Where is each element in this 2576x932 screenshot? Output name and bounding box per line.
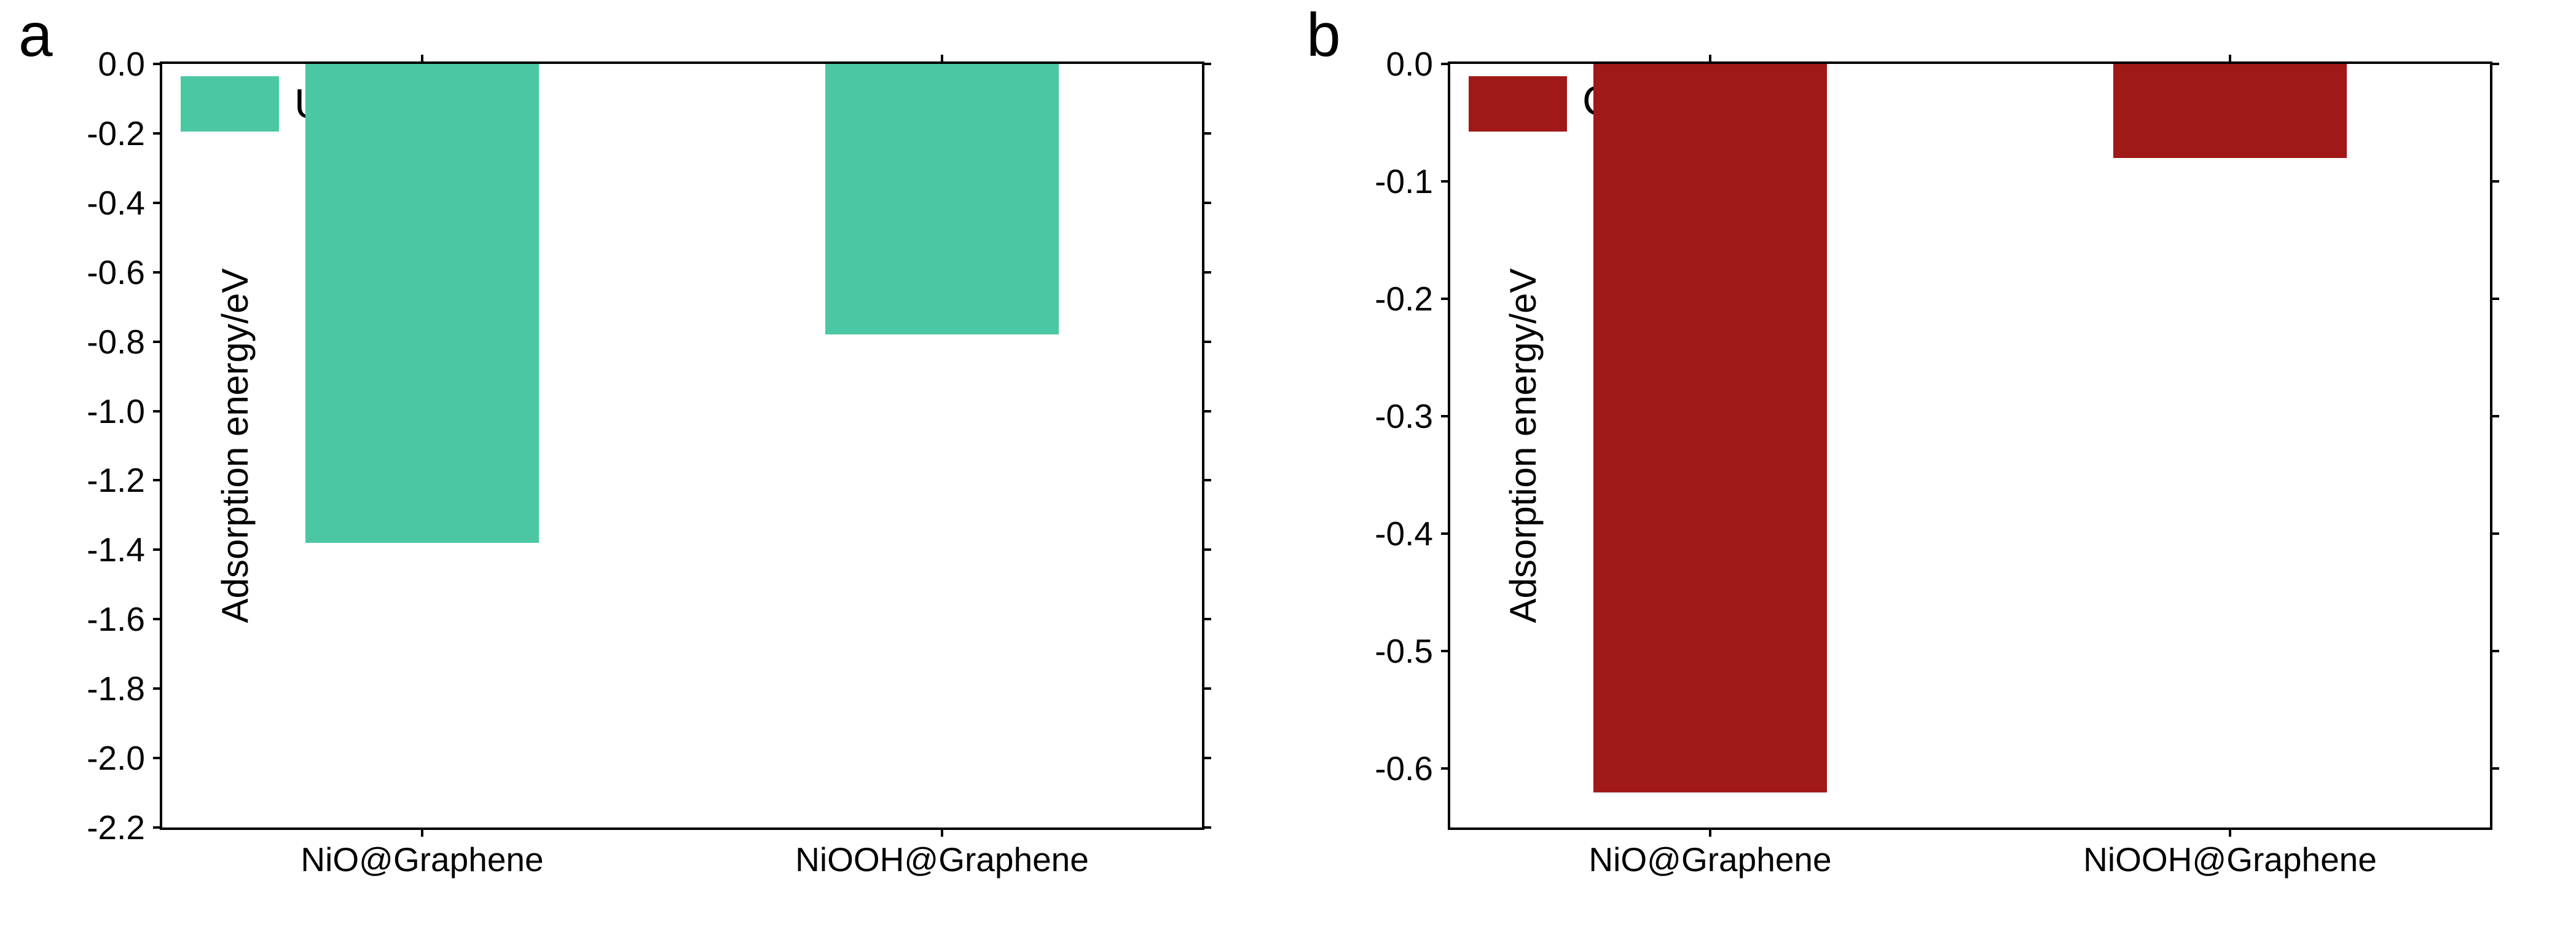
panel-b: b Adsorption energy/eV CO2 0.0-0.1-0.2-0… [1288, 0, 2576, 932]
x-tick [2229, 55, 2231, 64]
y-tick [1202, 202, 1211, 204]
y-tick [1441, 180, 1450, 183]
y-tick [1202, 479, 1211, 481]
y-tick [153, 548, 162, 551]
y-tick [153, 618, 162, 620]
x-tick-label: NiO@Graphene [300, 840, 543, 879]
y-tick [153, 341, 162, 343]
x-tick [941, 827, 943, 837]
y-tick [1441, 415, 1450, 417]
y-tick [1441, 298, 1450, 300]
x-tick-label: NiO@Graphene [1588, 840, 1831, 879]
y-tick [2490, 180, 2499, 183]
bar [305, 64, 540, 543]
y-tick [1202, 341, 1211, 343]
y-tick [153, 63, 162, 65]
y-tick-label: -0.6 [87, 253, 145, 292]
y-tick [1202, 757, 1211, 759]
y-tick [153, 410, 162, 413]
y-tick [1441, 63, 1450, 65]
y-tick [2490, 650, 2499, 652]
y-tick [153, 271, 162, 274]
y-tick-label: 0.0 [98, 44, 145, 84]
plot-area-b: Adsorption energy/eV CO2 0.0-0.1-0.2-0.3… [1448, 61, 2492, 830]
y-tick [1202, 618, 1211, 620]
y-tick-label: -0.5 [1375, 631, 1433, 671]
y-tick-label: -1.0 [87, 392, 145, 431]
y-tick [1441, 767, 1450, 770]
y-axis-label-b: Adsorption energy/eV [1502, 268, 1544, 623]
x-tick [421, 827, 423, 837]
y-axis-label-a: Adsorption energy/eV [214, 268, 256, 623]
y-tick-label: -0.4 [87, 183, 145, 223]
panel-a-label: a [18, 0, 53, 71]
y-tick-label: -2.2 [87, 808, 145, 847]
y-tick [1202, 132, 1211, 135]
y-tick-label: -1.8 [87, 669, 145, 708]
y-tick [1441, 650, 1450, 652]
x-tick [1709, 55, 1711, 64]
y-tick [1202, 63, 1211, 65]
y-tick [2490, 415, 2499, 417]
y-tick [153, 132, 162, 135]
y-tick-label: -2.0 [87, 738, 145, 778]
y-tick-label: -0.4 [1375, 514, 1433, 553]
y-tick [153, 687, 162, 690]
y-tick [2490, 298, 2499, 300]
y-tick-label: -1.2 [87, 460, 145, 500]
y-tick [153, 826, 162, 829]
y-tick [2490, 532, 2499, 535]
bar [1593, 64, 1828, 792]
legend-swatch-b [1469, 76, 1567, 132]
bar [825, 64, 1059, 334]
legend-swatch-a [181, 76, 279, 132]
x-tick [2229, 827, 2231, 837]
y-tick-label: -0.8 [87, 322, 145, 361]
y-tick [1202, 548, 1211, 551]
x-tick [941, 55, 943, 64]
y-tick-label: -0.2 [87, 114, 145, 153]
y-tick [1202, 410, 1211, 413]
y-tick [1202, 826, 1211, 829]
y-tick [1202, 271, 1211, 274]
figure-container: a Adsorption energy/eV Urea 0.0-0.2-0.4-… [0, 0, 2576, 932]
bar [2113, 64, 2347, 158]
x-tick [1709, 827, 1711, 837]
y-tick [2490, 63, 2499, 65]
panel-a: a Adsorption energy/eV Urea 0.0-0.2-0.4-… [0, 0, 1288, 932]
plot-area-a: Adsorption energy/eV Urea 0.0-0.2-0.4-0.… [160, 61, 1204, 830]
y-tick-label: -0.6 [1375, 749, 1433, 788]
x-tick [421, 55, 423, 64]
y-tick [2490, 767, 2499, 770]
y-tick-label: -0.1 [1375, 162, 1433, 201]
y-tick-label: -0.2 [1375, 279, 1433, 318]
x-tick-label: NiOOH@Graphene [795, 840, 1089, 879]
y-tick-label: -1.6 [87, 599, 145, 639]
y-tick [153, 757, 162, 759]
x-tick-label: NiOOH@Graphene [2083, 840, 2377, 879]
y-tick-label: 0.0 [1386, 44, 1433, 84]
y-tick [1202, 687, 1211, 690]
y-tick [1441, 532, 1450, 535]
y-tick-label: -1.4 [87, 530, 145, 569]
y-tick [153, 202, 162, 204]
y-tick [153, 479, 162, 481]
panel-b-label: b [1306, 0, 1341, 71]
y-tick-label: -0.3 [1375, 397, 1433, 436]
